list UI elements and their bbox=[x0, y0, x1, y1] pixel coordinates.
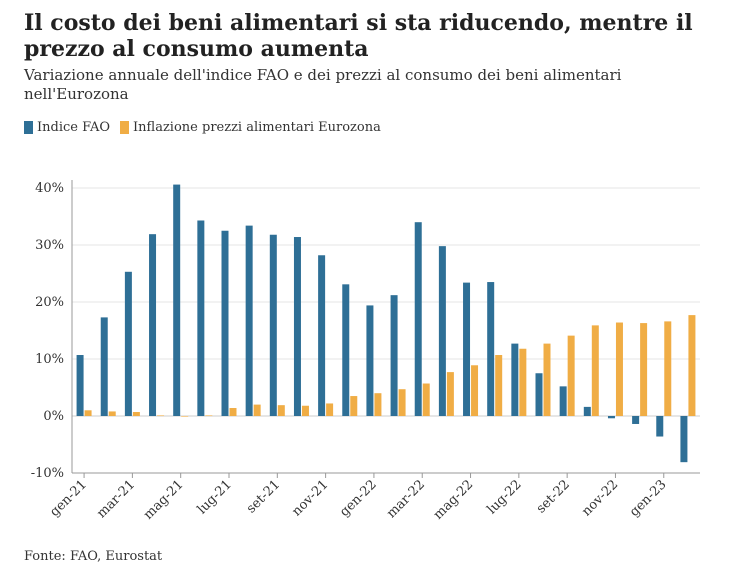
bar-fao-giu-22 bbox=[487, 282, 495, 416]
bar-inflation-dic-21 bbox=[350, 396, 358, 416]
bar-inflation-set-22 bbox=[567, 335, 575, 416]
bar-fao-mag-22 bbox=[463, 282, 471, 416]
bar-fao-mar-21 bbox=[124, 271, 132, 416]
bars bbox=[76, 184, 696, 463]
bar-inflation-gen-23 bbox=[664, 321, 672, 416]
bar-inflation-lug-21 bbox=[229, 408, 237, 416]
bar-fao-set-21 bbox=[269, 234, 277, 416]
bar-inflation-feb-23 bbox=[688, 315, 696, 416]
bar-fao-gen-22 bbox=[366, 305, 374, 416]
bar-inflation-lug-22 bbox=[519, 348, 527, 416]
legend-item-fao: Indice FAO bbox=[24, 120, 110, 135]
bar-fao-apr-21 bbox=[149, 234, 157, 416]
y-tick-label: 20% bbox=[35, 295, 64, 310]
y-tick-label: 10% bbox=[35, 352, 64, 367]
legend-label-inflation: Inflazione prezzi alimentari Eurozona bbox=[133, 120, 381, 135]
bar-inflation-nov-21 bbox=[326, 403, 334, 416]
chart-subtitle: Variazione annuale dell'indice FAO e dei… bbox=[24, 66, 622, 103]
legend-swatch-inflation bbox=[120, 121, 130, 134]
bar-inflation-ott-22 bbox=[591, 325, 599, 416]
x-tick-label: mag-21 bbox=[141, 477, 186, 522]
bar-inflation-dic-22 bbox=[640, 323, 648, 416]
x-tick-label: lug-21 bbox=[195, 477, 235, 517]
bar-fao-lug-22 bbox=[511, 343, 519, 416]
legend-label-fao: Indice FAO bbox=[37, 120, 111, 135]
bar-inflation-giu-21 bbox=[205, 415, 213, 417]
x-tick-label: gen-21 bbox=[47, 477, 90, 520]
bar-fao-dic-22 bbox=[632, 416, 640, 424]
bar-fao-ott-21 bbox=[293, 237, 301, 416]
legend: Indice FAO Inflazione prezzi alimentari … bbox=[24, 120, 381, 135]
bar-fao-nov-22 bbox=[607, 416, 615, 419]
x-tick-label: mar-22 bbox=[384, 477, 428, 521]
bar-inflation-set-21 bbox=[277, 405, 285, 416]
bar-inflation-gen-22 bbox=[374, 393, 382, 416]
x-tick-label: mag-22 bbox=[431, 477, 476, 522]
bar-inflation-feb-22 bbox=[398, 389, 406, 416]
bar-fao-dic-21 bbox=[342, 284, 350, 416]
bar-inflation-mag-21 bbox=[181, 416, 189, 417]
bar-fao-feb-23 bbox=[680, 416, 688, 463]
legend-item-inflation: Inflazione prezzi alimentari Eurozona bbox=[120, 120, 381, 135]
bar-fao-gen-23 bbox=[656, 416, 664, 437]
y-tick-label: 0% bbox=[43, 409, 64, 424]
bar-inflation-mag-22 bbox=[471, 365, 479, 416]
x-tick-label: lug-22 bbox=[485, 477, 525, 517]
source-note: Fonte: FAO, Eurostat bbox=[24, 549, 163, 564]
y-tick-label: 30% bbox=[35, 238, 64, 253]
gridlines bbox=[72, 187, 700, 474]
bar-inflation-apr-21 bbox=[157, 415, 165, 417]
x-tick-label: nov-22 bbox=[579, 477, 621, 519]
bar-inflation-ago-21 bbox=[253, 404, 261, 416]
bar-inflation-mar-21 bbox=[132, 412, 140, 416]
bar-inflation-mar-22 bbox=[422, 383, 430, 416]
bar-inflation-ott-21 bbox=[301, 405, 309, 416]
bar-inflation-gen-21 bbox=[84, 410, 92, 416]
y-tick-label: 40% bbox=[35, 181, 64, 196]
bar-fao-mag-21 bbox=[173, 184, 181, 416]
x-tick-label: set-22 bbox=[534, 477, 573, 516]
chart-title: Il costo dei beni alimentari si sta ridu… bbox=[24, 10, 693, 62]
bar-inflation-nov-22 bbox=[615, 322, 623, 416]
bar-inflation-giu-22 bbox=[495, 355, 503, 416]
bar-chart: -10%0%10%20%30%40% gen-21 mar-21 mag-21 lug… bbox=[31, 180, 700, 523]
bar-fao-nov-21 bbox=[318, 255, 326, 416]
bar-fao-gen-21 bbox=[76, 355, 84, 416]
bar-fao-mar-22 bbox=[414, 222, 422, 416]
y-axis: -10% 0% 10% 20% 30% 40% bbox=[31, 180, 73, 481]
bar-fao-ott-22 bbox=[583, 406, 591, 416]
x-tick-label: gen-23 bbox=[627, 477, 670, 520]
bar-fao-set-22 bbox=[559, 386, 567, 416]
legend-swatch-fao bbox=[24, 121, 33, 134]
bar-inflation-apr-22 bbox=[446, 372, 454, 416]
x-tick-label: gen-22 bbox=[337, 477, 380, 520]
bar-inflation-ago-22 bbox=[543, 343, 551, 416]
bar-fao-giu-21 bbox=[197, 220, 205, 416]
x-tick-label: mar-21 bbox=[94, 477, 138, 521]
bar-fao-feb-22 bbox=[390, 295, 398, 416]
bar-fao-ago-22 bbox=[535, 373, 543, 416]
bar-fao-lug-21 bbox=[221, 230, 229, 416]
bar-inflation-feb-21 bbox=[108, 411, 116, 416]
x-tick-label: nov-21 bbox=[289, 477, 331, 519]
bar-fao-feb-21 bbox=[100, 317, 108, 416]
bar-fao-apr-22 bbox=[438, 246, 446, 416]
y-tick-label: -10% bbox=[31, 466, 64, 481]
x-axis: gen-21 mar-21 mag-21 lug-21 set-21 nov-21 gen-… bbox=[47, 472, 700, 523]
x-tick-label: set-21 bbox=[244, 477, 283, 516]
bar-fao-ago-21 bbox=[245, 225, 253, 416]
